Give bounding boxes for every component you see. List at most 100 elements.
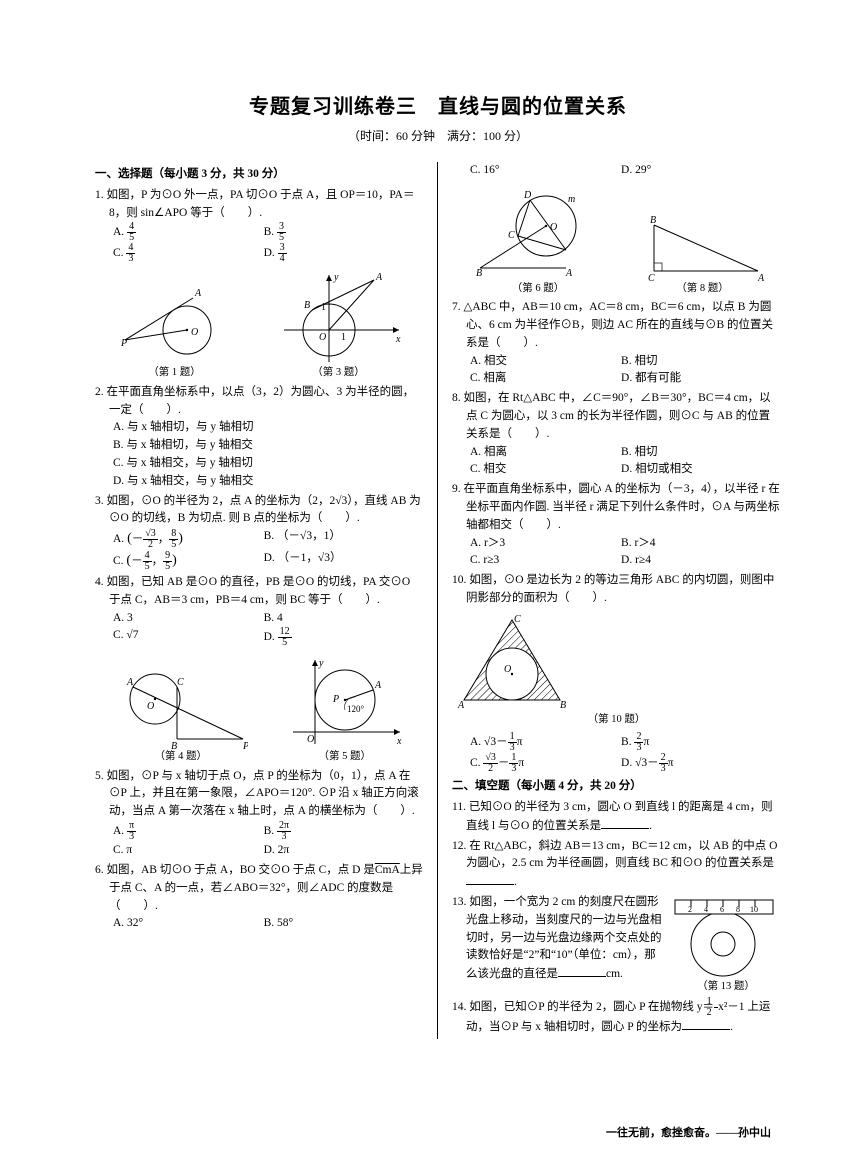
- svg-text:C: C: [508, 230, 515, 241]
- figure-q10: O A B C: [452, 612, 572, 712]
- question-11-text: 11. 已知⊙O 的半径为 3 cm，圆心 O 到直线 l 的距离是 4 cm，…: [452, 799, 781, 836]
- question-9-text: 9. 在平面直角坐标系中，圆心 A 的坐标为（－3，4），以半径 r 在坐标平面…: [452, 481, 781, 534]
- q8-opt-b: B. 相切: [621, 444, 764, 462]
- q3-opt-d: D. （－1，√3）: [264, 550, 407, 572]
- two-column-layout: 一、选择题（每小题 3 分，共 30 分） 1. 如图，P 为⊙O 外一点，PA…: [95, 162, 781, 1039]
- svg-text:P: P: [120, 338, 127, 349]
- question-12-text: 12. 在 Rt△ABC，斜边 AB＝13 cm，BC＝12 cm，以 AB 的…: [452, 838, 781, 892]
- q2-opt-c: C. 与 x 轴相交，与 y 轴相切: [113, 455, 415, 473]
- question-5: 5. 如图，⊙P 与 x 轴切于点 O，点 P 的坐标为（0，1），点 A 在⊙…: [95, 768, 423, 860]
- question-8-text: 8. 如图，在 Rt△ABC 中，∠C＝90°，∠B＝30°，BC＝4 cm，以…: [452, 390, 781, 443]
- q5-opt-c: C. π: [113, 842, 256, 860]
- q8-opt-d: D. 相切或相交: [621, 461, 764, 479]
- figure-row-1-3: P O A （第 1 题） A B O 1 1 x y: [95, 270, 423, 381]
- q2-opt-a: A. 与 x 轴相切，与 y 轴相切: [113, 419, 415, 437]
- q10-opt-c: C. √32－13π: [470, 753, 613, 774]
- question-13: 2 4 6 8 10 （第 13 题） 13. 如图，一个宽为 2 cm 的刻度…: [452, 894, 781, 995]
- question-7-options: A. 相交 B. 相切 C. 相离 D. 都有可能: [452, 353, 781, 389]
- caption-q4: （第 4 题）: [113, 749, 248, 765]
- q7-opt-d: D. 都有可能: [621, 370, 764, 388]
- q8-opt-c: C. 相交: [470, 461, 613, 479]
- svg-text:m: m: [568, 194, 575, 205]
- question-3-options: A. (－√32，85) B. （－√3，1） C. (－45，95) D. （…: [95, 528, 423, 572]
- q6-opt-d: D. 29°: [621, 162, 764, 180]
- q9-opt-b: B. r＞4: [621, 535, 764, 553]
- question-2-options: A. 与 x 轴相切，与 y 轴相切 B. 与 x 轴相切，与 y 轴相交 C.…: [95, 419, 423, 490]
- figure-q3: A B O 1 1 x y: [274, 270, 404, 365]
- svg-text:120°: 120°: [347, 704, 365, 714]
- page-subtitle: （时间：60 分钟 满分：100 分）: [95, 127, 781, 144]
- question-10-text: 10. 如图，⊙O 是边长为 2 的等边三角形 ABC 的内切圆，则图中阴影部分…: [452, 572, 781, 608]
- svg-text:O: O: [319, 332, 326, 343]
- q4-opt-c: C. √7: [113, 627, 256, 648]
- svg-text:2: 2: [688, 905, 692, 914]
- q10-opt-d: D. √3－23π: [621, 753, 764, 774]
- question-9-options: A. r＞3 B. r＞4 C. r≥3 D. r≥4: [452, 535, 781, 571]
- q5-opt-d: D. 2π: [264, 842, 407, 860]
- question-2-text: 2. 在平面直角坐标系中，以点（3，2）为圆心、3 为半径的圆，一定（ ）.: [95, 384, 423, 420]
- svg-text:D: D: [523, 190, 532, 201]
- svg-text:A: A: [374, 680, 382, 691]
- caption-q1: （第 1 题）: [115, 365, 235, 381]
- question-12: 12. 在 Rt△ABC，斜边 AB＝13 cm，BC＝12 cm，以 AB 的…: [452, 838, 781, 892]
- question-7-text: 7. △ABC 中，AB＝10 cm，AC＝8 cm，BC＝6 cm，以点 B …: [452, 299, 781, 352]
- svg-text:1: 1: [321, 302, 326, 313]
- figure-row-6-8: B A C D O m （第 6 题） B C A （第 8 题）: [452, 186, 781, 297]
- q7-opt-b: B. 相切: [621, 353, 764, 371]
- q7-opt-a: A. 相交: [470, 353, 613, 371]
- question-3-text: 3. 如图，⊙O 的半径为 2，点 A 的坐标为（2，2√3），直线 AB 为⊙…: [95, 493, 423, 529]
- q10-opt-b: B. 23π: [621, 732, 764, 753]
- svg-text:O: O: [307, 734, 314, 745]
- svg-text:1: 1: [341, 332, 346, 343]
- svg-text:O: O: [550, 222, 557, 233]
- question-4-options: A. 3 B. 4 C. √7 D. 125: [95, 610, 423, 649]
- q2-opt-b: B. 与 x 轴相切，与 y 轴相交: [113, 437, 415, 455]
- svg-text:P: P: [332, 694, 339, 705]
- question-9: 9. 在平面直角坐标系中，圆心 A 的坐标为（－3，4），以半径 r 在坐标平面…: [452, 481, 781, 570]
- q1-opt-d: D. 34: [264, 243, 407, 264]
- question-6-options-cont: C. 16° D. 29°: [452, 162, 781, 180]
- svg-text:O: O: [504, 664, 511, 675]
- q1-opt-a: A. 45: [113, 222, 256, 243]
- question-7: 7. △ABC 中，AB＝10 cm，AC＝8 cm，BC＝6 cm，以点 B …: [452, 299, 781, 388]
- svg-text:B: B: [171, 741, 177, 749]
- svg-text:C: C: [648, 273, 655, 281]
- svg-text:A: A: [375, 272, 383, 283]
- svg-text:B: B: [560, 700, 566, 711]
- question-5-options: A. π3 B. 2π3 C. π D. 2π: [95, 821, 423, 860]
- q10-opt-a: A. √3－13π: [470, 732, 613, 753]
- question-4-text: 4. 如图，已知 AB 是⊙O 的直径，PB 是⊙O 的切线，PA 交⊙O 于点…: [95, 574, 423, 610]
- question-10-options: A. √3－13π B. 23π C. √32－13π D. √3－23π: [452, 732, 781, 774]
- svg-text:C: C: [514, 614, 521, 625]
- q1-opt-c: C. 43: [113, 243, 256, 264]
- figure-q6: B A C D O m: [468, 186, 608, 281]
- question-4: 4. 如图，已知 AB 是⊙O 的直径，PB 是⊙O 的切线，PA 交⊙O 于点…: [95, 574, 423, 648]
- blank-q14: [682, 1018, 730, 1030]
- q2-opt-d: D. 与 x 轴相交，与 y 轴相交: [113, 473, 415, 491]
- page-footer-quote: 一往无前，愈挫愈奋。——孙中山: [606, 1124, 771, 1140]
- caption-q13: （第 13 题）: [671, 979, 781, 995]
- svg-text:B: B: [304, 300, 310, 311]
- svg-text:A: A: [194, 288, 202, 299]
- question-8: 8. 如图，在 Rt△ABC 中，∠C＝90°，∠B＝30°，BC＝4 cm，以…: [452, 390, 781, 479]
- svg-text:A: A: [126, 677, 134, 688]
- left-column: 一、选择题（每小题 3 分，共 30 分） 1. 如图，P 为⊙O 外一点，PA…: [95, 162, 438, 1039]
- question-2: 2. 在平面直角坐标系中，以点（3，2）为圆心、3 为半径的圆，一定（ ）. A…: [95, 384, 423, 491]
- svg-text:P: P: [242, 741, 248, 749]
- svg-text:6: 6: [720, 905, 724, 914]
- blank-q13: [558, 965, 606, 977]
- section-2-heading: 二、填空题（每小题 4 分，共 20 分）: [452, 778, 781, 796]
- svg-text:10: 10: [750, 905, 758, 914]
- caption-q6: （第 6 题）: [468, 281, 608, 297]
- svg-text:O: O: [191, 327, 198, 338]
- question-1: 1. 如图，P 为⊙O 外一点，PA 切⊙O 于点 A，且 OP＝10，PA＝8…: [95, 187, 423, 265]
- q6-opt-b: B. 58°: [264, 915, 407, 933]
- svg-text:y: y: [333, 272, 339, 283]
- svg-text:8: 8: [736, 905, 740, 914]
- question-11: 11. 已知⊙O 的半径为 3 cm，圆心 O 到直线 l 的距离是 4 cm，…: [452, 799, 781, 836]
- q6-opt-a: A. 32°: [113, 915, 256, 933]
- right-column: C. 16° D. 29° B A C D O m （第 6 题）: [438, 162, 781, 1039]
- svg-text:x: x: [396, 736, 402, 747]
- svg-text:O: O: [147, 701, 154, 712]
- figure-q13: 2 4 6 8 10: [671, 894, 776, 979]
